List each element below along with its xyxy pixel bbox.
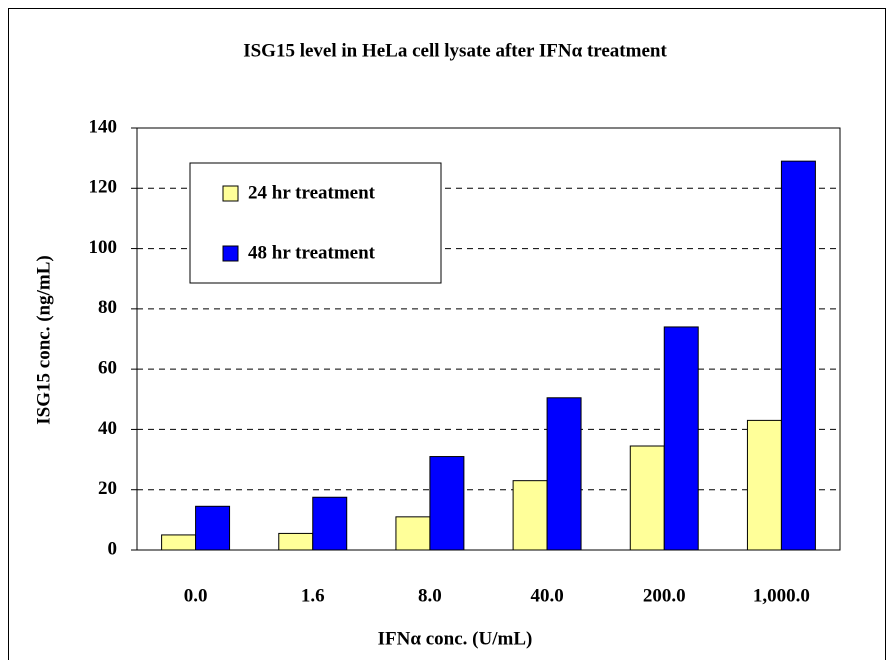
y-tick-label: 140 xyxy=(89,116,118,137)
x-axis-title: IFNα conc. (U/mL) xyxy=(378,628,533,649)
bar xyxy=(663,326,699,551)
bar xyxy=(161,534,197,551)
y-axis-title: ISG15 conc. (ng/mL) xyxy=(33,255,54,424)
bar xyxy=(195,505,231,551)
bar xyxy=(429,456,465,551)
plot-frame xyxy=(136,127,841,551)
y-tick-label: 120 xyxy=(89,177,118,198)
y-tick-label: 80 xyxy=(98,297,117,318)
legend-box xyxy=(189,162,442,284)
bar xyxy=(278,532,314,551)
x-tick-label: 40.0 xyxy=(530,585,563,606)
bar xyxy=(780,160,816,551)
y-tick-label: 20 xyxy=(98,478,117,499)
x-tick-label: 1.6 xyxy=(301,585,325,606)
bar xyxy=(746,419,782,551)
bar xyxy=(312,496,348,551)
legend-swatch xyxy=(222,245,239,262)
legend-label: 48 hr treatment xyxy=(248,242,376,263)
x-tick-label: 1,000.0 xyxy=(753,585,810,606)
legend-swatch xyxy=(222,185,239,202)
chart-title: ISG15 level in HeLa cell lysate after IF… xyxy=(243,40,667,61)
x-tick-label: 8.0 xyxy=(418,585,442,606)
bar xyxy=(629,445,665,551)
y-tick-label: 60 xyxy=(98,358,117,379)
y-tick-label: 0 xyxy=(108,538,118,559)
x-tick-label: 200.0 xyxy=(643,585,686,606)
bar xyxy=(395,516,431,551)
legend-label: 24 hr treatment xyxy=(248,182,376,203)
bar xyxy=(512,480,548,551)
y-tick-label: 40 xyxy=(98,418,117,439)
y-tick-label: 100 xyxy=(89,237,118,258)
x-tick-label: 0.0 xyxy=(184,585,208,606)
bar xyxy=(546,397,582,551)
chart-border xyxy=(8,8,886,660)
